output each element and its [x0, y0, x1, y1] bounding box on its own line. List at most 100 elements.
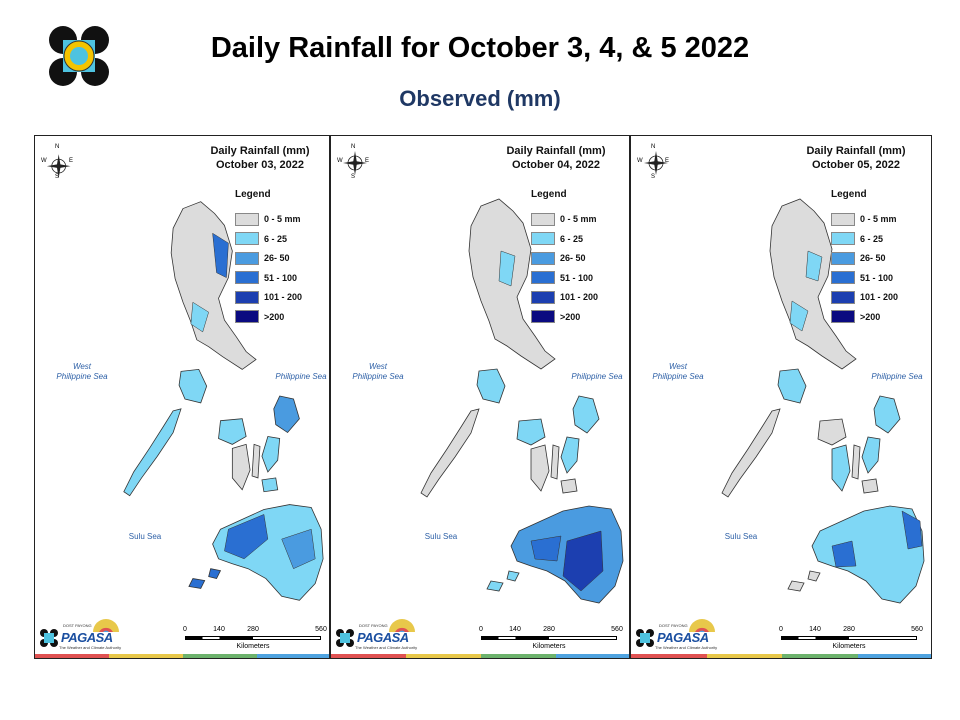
- legend-label: >200: [264, 311, 285, 322]
- island-samar: [873, 395, 901, 434]
- pagasa-small-text: DOST PAYONG: [63, 623, 92, 628]
- legend-swatch: [831, 271, 855, 284]
- legend-label: 101 - 200: [264, 292, 303, 302]
- island-sulu2: [506, 570, 520, 582]
- legend-label: 26- 50: [560, 253, 586, 263]
- scale-unit: Kilometers: [236, 643, 270, 650]
- island-sulu1: [787, 580, 805, 592]
- philippine-sea-label: Philippine Sea: [871, 372, 923, 381]
- island-leyte: [560, 436, 580, 474]
- legend-item: 0 - 5 mm: [235, 212, 301, 226]
- legend-label: 26- 50: [264, 253, 290, 263]
- page-subtitle: Observed (mm): [399, 86, 561, 111]
- legend-label: >200: [860, 311, 881, 322]
- rainfall-patch: [530, 535, 562, 562]
- legend-item: 101 - 200: [531, 290, 598, 304]
- island-palawan: [123, 408, 182, 497]
- legend-item: 26- 50: [831, 251, 886, 265]
- legend-swatch: [531, 232, 555, 245]
- compass-letter-w: W: [41, 158, 47, 164]
- legend-title: Legend: [235, 189, 271, 200]
- legend-label: 51 - 100: [560, 272, 594, 283]
- legend-item: 6 - 25: [831, 232, 883, 246]
- compass-letter-n: N: [55, 144, 60, 150]
- island-bohol: [861, 478, 879, 494]
- scale-tick: 140: [509, 626, 521, 633]
- rainfall-patch: [190, 301, 209, 333]
- legend-label: 0 - 5 mm: [560, 214, 597, 224]
- west-philippine-sea-label: West Philippine Sea: [652, 362, 704, 381]
- rainfall-patch: [562, 530, 604, 592]
- compass-letter-w: W: [637, 158, 643, 164]
- pagasa-logo: DOST PAYONG PAGASA The Weather and Climate…: [39, 616, 129, 654]
- scale-tick: 560: [611, 626, 623, 633]
- rainfall-patch: [789, 300, 809, 332]
- map-date: October 05, 2022: [811, 159, 901, 171]
- pagasa-small-text: DOST PAYONG: [359, 623, 388, 628]
- map-title-line1: Daily Rainfall (mm): [506, 145, 606, 157]
- legend-label: 0 - 5 mm: [264, 214, 301, 224]
- island-luzon: [170, 201, 257, 370]
- pagasa-logo: DOST PAYONG PAGASA The Weather and Climate…: [635, 616, 725, 654]
- legend-label: 51 - 100: [264, 272, 298, 283]
- rainfall-patch: [224, 514, 269, 560]
- scale-tick: 560: [911, 626, 923, 633]
- island-mindoro: [777, 368, 807, 404]
- legend-swatch: [531, 271, 555, 284]
- compass-rose-icon: [343, 151, 367, 175]
- island-leyte: [261, 436, 281, 473]
- bottom-color-bar: [35, 654, 329, 658]
- rainfall-map-panel: N S E W Daily Rainfall (mm) October 04, 2022 L…: [330, 135, 630, 659]
- legend-item: 6 - 25: [235, 232, 287, 246]
- legend-item: >200: [235, 310, 284, 324]
- rainfall-patch: [498, 250, 516, 287]
- island-cebu: [550, 444, 560, 480]
- island-samar: [273, 395, 300, 434]
- scale-tick: 0: [479, 626, 483, 633]
- legend-label: >200: [560, 311, 581, 322]
- legend-label: 51 - 100: [860, 272, 894, 283]
- map-date: October 04, 2022: [511, 159, 601, 171]
- island-mindoro: [476, 368, 506, 404]
- scale-tick: 140: [809, 626, 821, 633]
- legend-item: 51 - 100: [531, 271, 593, 285]
- map-title: Daily Rainfall (mm) October 05, 2022: [791, 144, 921, 172]
- rainfall-patch: [831, 540, 857, 568]
- island-negros: [231, 443, 251, 491]
- legend-swatch: [531, 251, 555, 265]
- legend-item: 26- 50: [235, 251, 290, 265]
- scale-unit: Kilometers: [532, 643, 566, 650]
- legend-item: 51 - 100: [235, 271, 297, 285]
- map-title-line1: Daily Rainfall (mm): [806, 145, 906, 157]
- island-sulu1: [486, 580, 504, 592]
- island-panay: [817, 418, 847, 446]
- legend-title: Legend: [831, 189, 867, 200]
- philippine-sea-label: Philippine Sea: [275, 372, 327, 381]
- legend-item: >200: [831, 310, 880, 324]
- legend-swatch: [235, 251, 259, 265]
- scale-unit: Kilometers: [832, 643, 866, 650]
- compass-letter-n: N: [351, 144, 356, 150]
- pagasa-tagline: The Weather and Climate Authority: [59, 645, 122, 650]
- pagasa-logo: DOST PAYONG PAGASA The Weather and Climate…: [335, 616, 425, 654]
- legend-swatch: [531, 290, 555, 304]
- legend-swatch: [235, 271, 259, 284]
- bottom-color-bar: [631, 654, 931, 658]
- legend-label: 101 - 200: [860, 292, 899, 302]
- legend-swatch: [531, 310, 555, 323]
- philippines-map: [644, 151, 925, 604]
- island-sulu2: [807, 570, 821, 582]
- map-title-line1: Daily Rainfall (mm): [210, 145, 310, 157]
- legend-swatch: [831, 290, 855, 304]
- legend-label: 26- 50: [860, 253, 886, 263]
- pagasa-tagline: The Weather and Climate Authority: [355, 645, 418, 650]
- rainfall-map-panel: N S E W Daily Rainfall (mm) October 05, 2022 L…: [630, 135, 932, 659]
- compass-letter-e: E: [665, 158, 670, 164]
- pagasa-name: PAGASA: [357, 630, 409, 645]
- legend-item: >200: [531, 310, 580, 324]
- legend-swatch: [235, 232, 259, 245]
- island-negros: [831, 444, 851, 492]
- legend-swatch: [531, 212, 555, 226]
- pagasa-small-text: DOST PAYONG: [659, 623, 688, 628]
- legend-swatch: [831, 251, 855, 265]
